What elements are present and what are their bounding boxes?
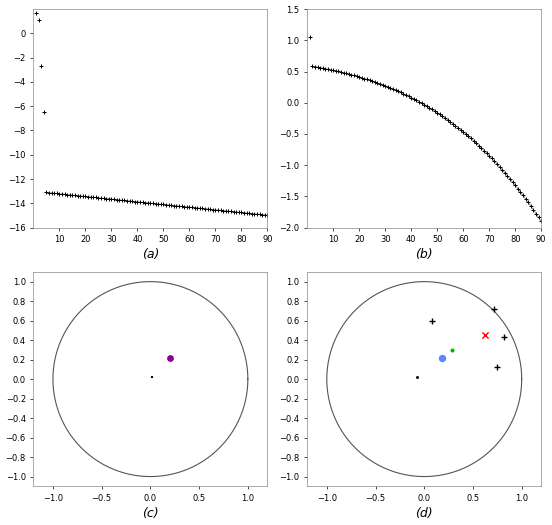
- X-axis label: (c): (c): [142, 507, 159, 520]
- Point: [428, 317, 437, 325]
- X-axis label: (b): (b): [416, 248, 433, 261]
- Point: [447, 345, 456, 354]
- Point: [493, 363, 502, 372]
- Point: [166, 353, 174, 362]
- Point: [413, 373, 422, 381]
- Point: [148, 373, 157, 381]
- X-axis label: (a): (a): [142, 248, 159, 261]
- Point: [480, 331, 489, 340]
- Point: [490, 304, 499, 313]
- X-axis label: (d): (d): [416, 507, 433, 520]
- Point: [437, 353, 446, 362]
- Point: [500, 333, 508, 341]
